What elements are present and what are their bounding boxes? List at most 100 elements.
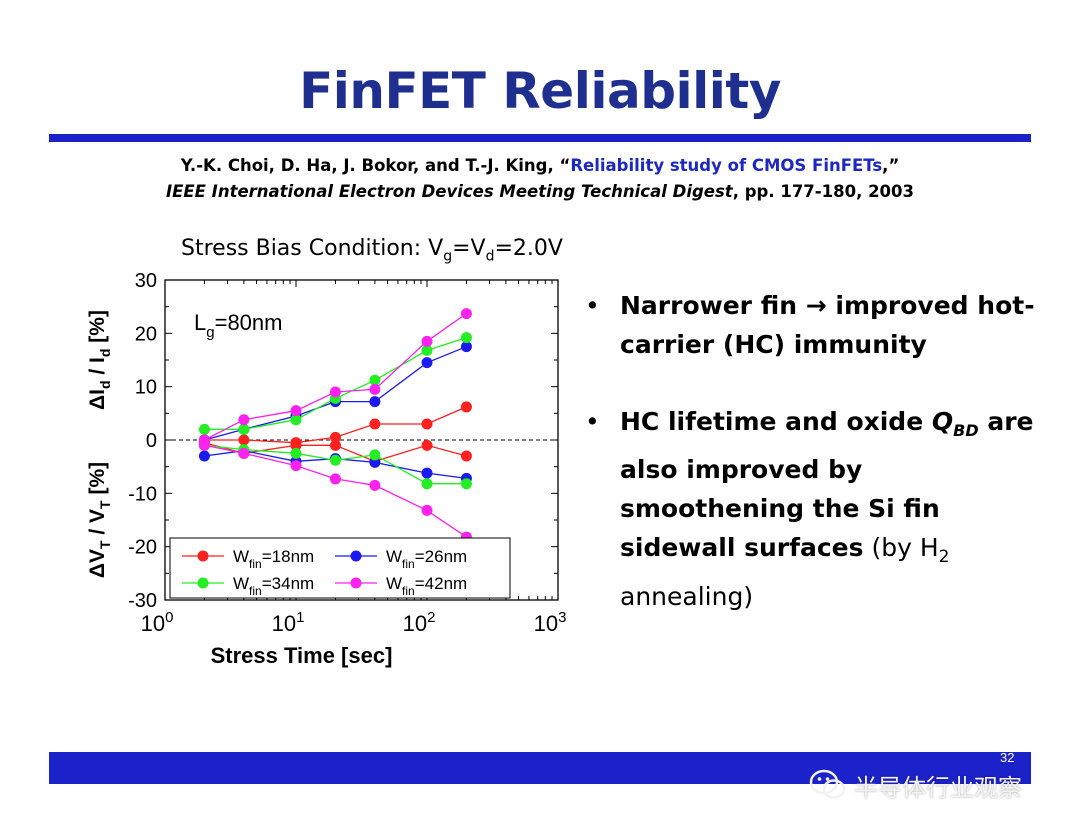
data-point: [460, 450, 472, 462]
y-tick-label: -30: [128, 590, 157, 612]
data-point: [421, 439, 433, 451]
bullet-1-part-2: improved hot-carrier (HC) immunity: [620, 291, 1035, 359]
watermark: 半导体行业观察: [808, 762, 1022, 808]
bullet-2-normal-1: (by H: [863, 533, 939, 562]
data-point: [369, 449, 381, 461]
legend-marker: [197, 550, 209, 562]
data-point: [460, 332, 472, 344]
data-point: [329, 473, 341, 485]
bullet-list: • Narrower fin → improved hot-carrier (HC…: [585, 286, 1045, 654]
data-point: [369, 418, 381, 430]
data-point: [421, 357, 433, 369]
data-point: [329, 431, 341, 443]
x-tick-label: 100: [141, 609, 174, 636]
x-tick-label: 101: [272, 609, 305, 636]
y-tick-label: 30: [135, 270, 157, 292]
wechat-icon: [809, 769, 846, 799]
data-point: [238, 423, 250, 435]
y-axis-label-lower: ΔVT / VT [%]: [86, 462, 113, 578]
data-point: [329, 454, 341, 466]
data-point: [421, 344, 433, 356]
bullet-2: • HC lifetime and oxide QBD are also impr…: [585, 402, 1045, 616]
legend-entry-label: Wfin=34nm: [233, 574, 314, 598]
stress-sub-d: d: [485, 248, 495, 265]
stress-prefix: Stress Bias Condition: V: [181, 236, 444, 261]
bullet-2-bold-2: are also improved by smoothening the Si …: [620, 407, 1034, 562]
citation-pages: , pp. 177-180, 2003: [732, 182, 915, 201]
qbd-symbol: QBD: [931, 407, 979, 440]
data-point: [460, 308, 472, 320]
data-point: [290, 414, 302, 426]
citation-line-2: IEEE International Electron Devices Meet…: [0, 179, 1080, 205]
y-tick-label: 20: [135, 323, 157, 345]
citation-open-quote: “: [559, 156, 571, 175]
data-point: [369, 374, 381, 386]
data-point: [290, 439, 302, 451]
citation-authors: Y.-K. Choi, D. Ha, J. Bokor, and T.-J. K…: [180, 156, 560, 175]
data-point: [290, 460, 302, 472]
bullet-dot-icon: •: [585, 407, 600, 436]
gate-length-annotation: Lg=80nm: [194, 310, 282, 341]
y-tick-label: -20: [128, 537, 157, 559]
y-tick-label: 10: [135, 377, 157, 399]
data-point: [369, 396, 381, 408]
legend-entry-label: Wfin=18nm: [233, 547, 314, 571]
data-point: [198, 423, 210, 435]
x-tick-label: 103: [534, 609, 567, 636]
stress-mid: =V: [452, 236, 486, 261]
data-point: [329, 439, 341, 451]
citation-close: ,”: [882, 156, 900, 175]
data-point: [421, 335, 433, 347]
data-point: [421, 467, 433, 479]
data-point: [238, 434, 250, 446]
page-number: 32: [1000, 750, 1015, 765]
data-point: [460, 478, 472, 490]
x-axis-label: Stress Time [sec]: [211, 643, 393, 668]
citation-paper-title: Reliability study of CMOS FinFETs: [570, 156, 883, 175]
title-divider-bar: [49, 134, 1031, 142]
data-point: [460, 341, 472, 353]
data-point: [238, 414, 250, 426]
y-tick-label: -10: [128, 483, 157, 505]
data-point: [369, 479, 381, 491]
citation-line-1: Y.-K. Choi, D. Ha, J. Bokor, and T.-J. K…: [0, 153, 1080, 179]
legend-entry-label: Wfin=42nm: [386, 574, 467, 598]
legend-entry-label: Wfin=26nm: [386, 547, 467, 571]
x-tick-label: 102: [403, 609, 436, 636]
watermark-text: 半导体行业观察: [854, 773, 1022, 802]
stress-bias-condition: Stress Bias Condition: Vg=Vd=2.0V: [181, 236, 563, 264]
data-point: [238, 447, 250, 459]
arrow-right-icon: →: [805, 291, 827, 320]
citation-venue: IEEE International Electron Devices Meet…: [165, 182, 733, 201]
legend-marker: [350, 577, 362, 589]
footer-bar: [49, 752, 1031, 784]
data-point: [198, 439, 210, 451]
legend-marker: [350, 550, 362, 562]
data-point: [290, 447, 302, 459]
bullet-2-normal-2: annealing): [620, 582, 754, 611]
y-tick-label: 0: [146, 430, 157, 452]
data-point: [290, 405, 302, 417]
legend-box: [169, 537, 511, 599]
qbd-q: Q: [931, 407, 954, 436]
citation: Y.-K. Choi, D. Ha, J. Bokor, and T.-J. K…: [0, 153, 1080, 205]
bullet-1-part-1: Narrower fin: [620, 291, 806, 320]
data-point: [460, 401, 472, 413]
data-point: [198, 450, 210, 462]
data-point: [421, 478, 433, 490]
bullet-2-bold-1: HC lifetime and oxide: [620, 407, 932, 436]
stress-sub-g: g: [443, 248, 453, 265]
data-point: [369, 383, 381, 395]
legend-marker: [197, 577, 209, 589]
qbd-sub: BD: [953, 421, 979, 440]
data-point: [329, 386, 341, 398]
bullet-2-h2-sub: 2: [938, 547, 950, 567]
bullet-1: • Narrower fin → improved hot-carrier (HC…: [585, 286, 1045, 364]
data-point: [421, 504, 433, 516]
data-point: [421, 418, 433, 430]
bullet-dot-icon: •: [585, 291, 600, 320]
stress-suffix: =2.0V: [494, 236, 563, 261]
y-axis-label-upper: ΔId / Id [%]: [86, 310, 113, 410]
slide-title: FinFET Reliability: [299, 62, 781, 120]
